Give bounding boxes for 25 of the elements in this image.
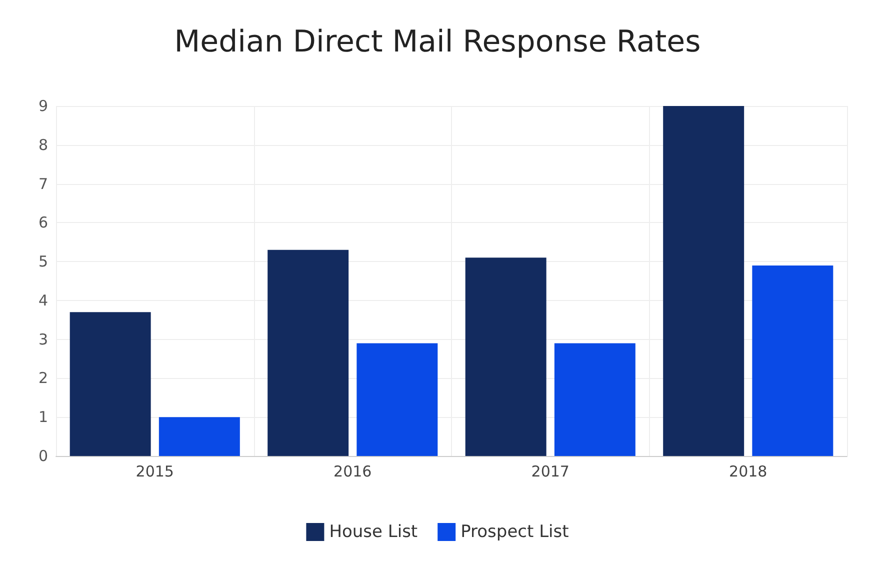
y-tick-label: 2 — [38, 369, 48, 388]
bar — [70, 312, 151, 456]
x-tick-label: 2016 — [334, 462, 372, 480]
bar — [158, 417, 240, 456]
legend-label: House List — [329, 522, 418, 542]
bar — [465, 258, 546, 456]
bar — [752, 265, 834, 456]
y-tick-label: 9 — [38, 97, 48, 115]
y-tick-label: 3 — [38, 330, 48, 348]
bar — [554, 343, 636, 456]
y-tick-label: 5 — [38, 252, 48, 271]
x-tick-label: 2017 — [531, 462, 570, 480]
legend-label: Prospect List — [460, 522, 570, 542]
bar — [268, 250, 349, 456]
y-tick-label: 1 — [38, 408, 48, 426]
bar — [663, 106, 744, 456]
chart-title: Median Direct Mail Response Rates — [174, 24, 701, 60]
x-tick-label: 2018 — [729, 462, 768, 480]
y-tick-label: 0 — [38, 447, 48, 465]
y-tick-label: 6 — [38, 214, 48, 232]
y-tick-label: 8 — [38, 136, 48, 154]
y-tick-label: 7 — [38, 174, 48, 193]
y-tick-label: 4 — [38, 291, 48, 310]
x-tick-label: 2015 — [136, 462, 174, 480]
bar — [356, 343, 438, 456]
